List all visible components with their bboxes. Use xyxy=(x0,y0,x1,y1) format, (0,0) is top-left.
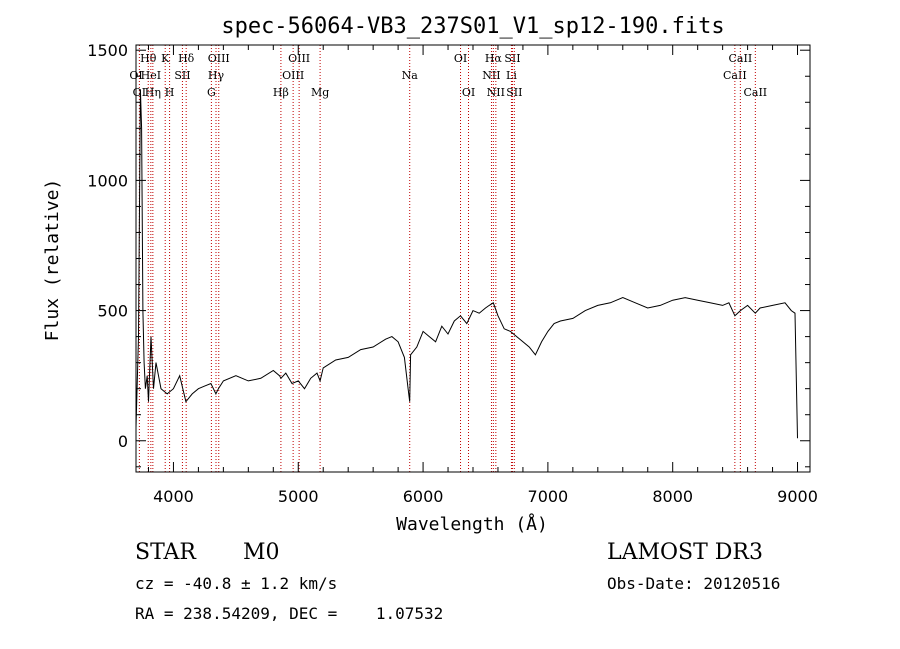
marker-label-7: SII xyxy=(174,69,190,82)
plot-frame xyxy=(135,44,811,473)
marker-label-20: Hα xyxy=(485,52,503,65)
marker-label-15: Mg xyxy=(311,86,329,99)
line-markers: OIOIHθHeIHηKHSIIHδGHγOIIIHβOIIIOIIIMgNaO… xyxy=(129,45,767,472)
marker-label-2: Hθ xyxy=(140,52,157,65)
marker-label-5: K xyxy=(161,52,170,65)
redshift-velocity: cz = -40.8 ± 1.2 km/s xyxy=(135,574,338,593)
x-tick-label-2: 6000 xyxy=(403,487,444,506)
marker-label-11: OIII xyxy=(208,52,230,65)
object-subclass: M0 xyxy=(243,540,280,565)
marker-label-10: Hγ xyxy=(208,69,225,82)
marker-label-14: OIII xyxy=(288,52,310,65)
marker-label-17: OI xyxy=(454,52,467,65)
x-tick-label-0: 4000 xyxy=(153,487,194,506)
marker-label-9: G xyxy=(207,86,216,99)
marker-label-21: NII xyxy=(487,86,505,99)
marker-label-23: SII xyxy=(504,52,520,65)
x-tick-label-5: 9000 xyxy=(777,487,818,506)
chart-title: spec-56064-VB3_237S01_V1_sp12-190.fits xyxy=(221,14,724,39)
marker-label-13: OIII xyxy=(282,69,304,82)
survey-name: LAMOST DR3 xyxy=(607,540,763,565)
x-tick-label-1: 5000 xyxy=(278,487,319,506)
object-class: STAR xyxy=(135,540,196,565)
x-tick-label-4: 8000 xyxy=(652,487,693,506)
y-tick-label-2: 1000 xyxy=(87,171,128,190)
y-tick-label-3: 1500 xyxy=(87,41,128,60)
marker-label-18: OI xyxy=(462,86,475,99)
x-axis-label: Wavelength (Å) xyxy=(396,513,548,535)
marker-label-12: Hβ xyxy=(273,86,289,99)
coordinates: RA = 238.54209, DEC = 1.07532 xyxy=(135,604,444,623)
y-tick-label-0: 0 xyxy=(118,432,128,451)
marker-label-3: HeI xyxy=(141,69,161,82)
marker-label-6: H xyxy=(165,86,175,99)
marker-label-25: CaII xyxy=(723,69,747,82)
y-axis-label: Flux (relative) xyxy=(42,179,63,342)
marker-label-24: SII xyxy=(506,86,522,99)
marker-label-8: Hδ xyxy=(178,52,195,65)
series-layer xyxy=(135,89,798,439)
marker-label-19: NII xyxy=(482,69,500,82)
axes: 4000 5000 6000 7000 8000 9000 0 500 1000 1500 xyxy=(87,41,818,506)
marker-label-22: Li xyxy=(506,69,517,82)
y-tick-label-1: 500 xyxy=(97,302,128,321)
series-line-spectrum xyxy=(135,89,798,439)
marker-label-26: CaII xyxy=(729,52,753,65)
marker-label-4: Hη xyxy=(145,86,161,99)
marker-label-27: CaII xyxy=(743,86,767,99)
observation-date: Obs-Date: 20120516 xyxy=(607,574,781,593)
marker-label-16: Na xyxy=(402,69,419,82)
x-tick-label-3: 7000 xyxy=(528,487,569,506)
